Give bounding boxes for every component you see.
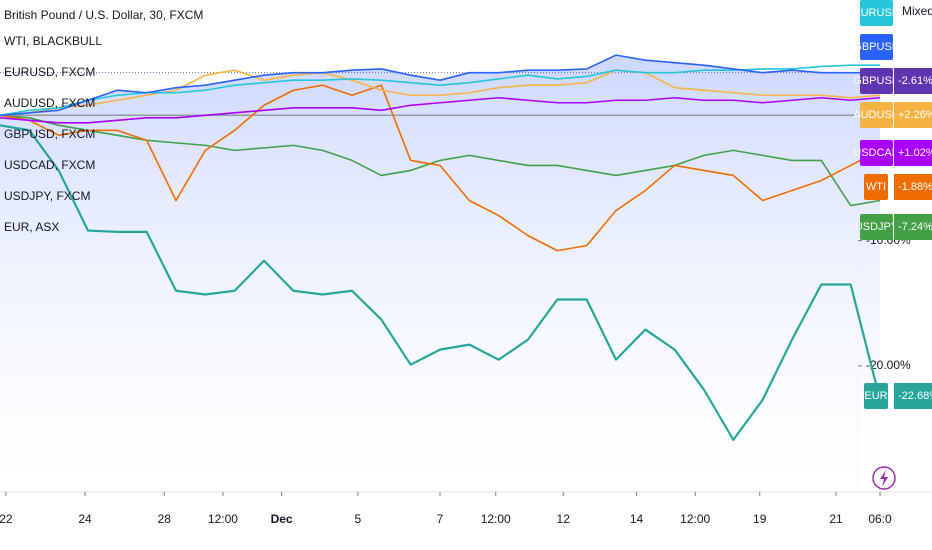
price-tag-name-box (860, 0, 893, 26)
scale-mode: Mixed (902, 4, 932, 18)
chart-title: British Pound / U.S. Dollar, 30, FXCM (4, 8, 203, 22)
price-tag-name-box (860, 102, 893, 128)
price-tag-value-box (894, 174, 932, 200)
x-tick-label: 14 (630, 512, 644, 526)
price-tag-name: AUDUSD (853, 109, 900, 121)
x-tick-label: 12:00 (208, 512, 238, 526)
x-tick-label: 5 (355, 512, 362, 526)
x-tick-label: 28 (158, 512, 172, 526)
price-tag-value: -1.88% (898, 181, 932, 193)
price-tag-name-box (864, 174, 888, 200)
x-tick-label: 12:00 (680, 512, 710, 526)
price-tag-name: USDCAD (853, 147, 900, 159)
x-tick-label: Dec (271, 512, 293, 526)
main-area (0, 55, 880, 491)
price-tag-name: EUR (864, 390, 887, 402)
x-tick-label: 12 (557, 512, 571, 526)
price-tag-value: +1.02% (898, 147, 932, 159)
price-tag-name: USDJPY (855, 221, 899, 233)
price-tag-name-box (860, 34, 893, 60)
legend-entry: GBPUSD, FXCM (4, 127, 95, 141)
x-tick-label: 24 (78, 512, 92, 526)
price-tag-name: GBPUSD (853, 41, 900, 53)
price-tag-value: +2.26% (898, 109, 932, 121)
price-tag-name: GBPUSD (853, 75, 900, 87)
legend-entry: EUR, ASX (4, 220, 59, 234)
alert-bolt (880, 470, 888, 487)
price-tag-value: -22.68% (898, 390, 932, 402)
price-tag-name-box (864, 383, 888, 409)
price-tag-name: WTI (866, 181, 886, 193)
price-tag-value-box (894, 102, 932, 128)
legend-entry: USDCAD, FXCM (4, 158, 95, 172)
price-tag-name-box (860, 68, 893, 94)
price-tag-name: EURUSD (853, 7, 900, 19)
price-tag-value: -7.24% (898, 221, 932, 233)
price-tag-value-box (894, 214, 932, 240)
price-tag-name-box (860, 140, 893, 166)
legend-entry: WTI, BLACKBULL (4, 34, 102, 48)
y-tick-label: -20.00% (866, 358, 911, 372)
legend-entry: AUDUSD, FXCM (4, 96, 95, 110)
x-tick-label: 19 (753, 512, 767, 526)
price-tag-value-box (894, 68, 932, 94)
x-tick-label: 7 (437, 512, 444, 526)
x-tick-label: 06:0 (868, 512, 892, 526)
x-tick-label: 21 (829, 512, 843, 526)
price-tag-value: -2.61% (898, 75, 932, 87)
series-line (0, 84, 881, 252)
series-line (0, 124, 882, 441)
price-tag-value-box (894, 383, 932, 409)
series-line (0, 54, 880, 117)
legend-entry: USDJPY, FXCM (4, 189, 90, 203)
x-tick-label: 22 (0, 512, 13, 526)
price-tag-name-box (860, 214, 893, 240)
series-line (0, 69, 881, 117)
series-line (0, 96, 881, 124)
legend-entry: EURUSD, FXCM (4, 65, 95, 79)
x-tick-label: 12:00 (481, 512, 511, 526)
price-tag-value-box (894, 140, 932, 166)
